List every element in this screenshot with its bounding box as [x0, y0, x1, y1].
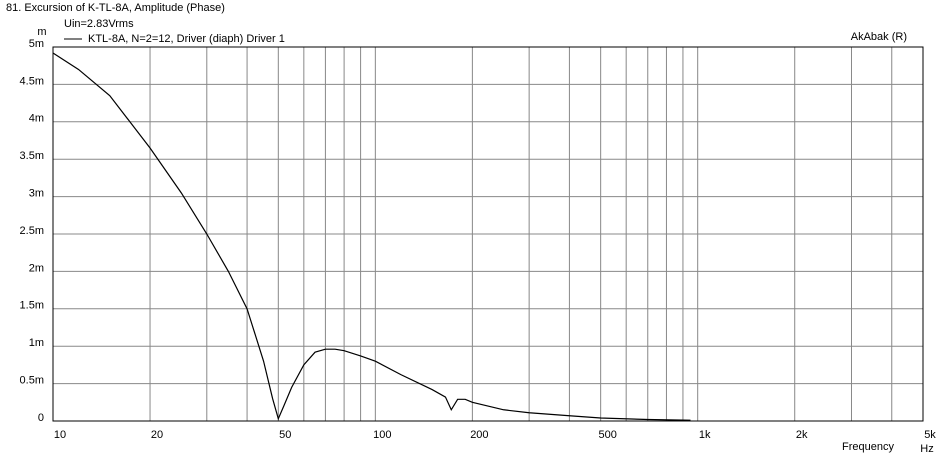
x-tick-label: 1k	[699, 429, 711, 441]
y-tick-label: 2m	[29, 262, 44, 274]
x-unit: Hz	[920, 443, 933, 455]
y-tick-label: 0	[38, 412, 44, 424]
x-tick-label: 50	[279, 429, 291, 441]
y-unit: m	[37, 26, 46, 38]
x-tick-label: 500	[598, 429, 616, 441]
watermark: AkAbak (R)	[851, 31, 907, 43]
y-tick-label: 4m	[29, 113, 44, 125]
x-tick-label: 200	[470, 429, 488, 441]
x-tick-label: 5k	[924, 429, 936, 441]
y-tick-label: 3m	[29, 188, 44, 200]
x-tick-label: 100	[373, 429, 391, 441]
data-line	[52, 52, 691, 421]
legend-label: KTL-8A, N=2=12, Driver (diaph) Driver 1	[88, 33, 285, 45]
plot-frame	[52, 46, 924, 422]
x-label: Frequency	[842, 441, 894, 453]
y-tick-label: 1.5m	[20, 300, 44, 312]
x-tick-label: 10	[54, 429, 66, 441]
x-tick-label: 20	[151, 429, 163, 441]
chart-title: 81. Excursion of K-TL-8A, Amplitude (Pha…	[6, 2, 225, 14]
y-tick-label: 0.5m	[20, 375, 44, 387]
y-tick-label: 2.5m	[20, 225, 44, 237]
subtitle: Uin=2.83Vrms	[64, 18, 134, 30]
x-tick-label: 2k	[796, 429, 808, 441]
y-tick-label: 4.5m	[20, 75, 44, 87]
y-tick-label: 1m	[29, 337, 44, 349]
y-tick-label: 5m	[29, 38, 44, 50]
y-tick-label: 3.5m	[20, 150, 44, 162]
